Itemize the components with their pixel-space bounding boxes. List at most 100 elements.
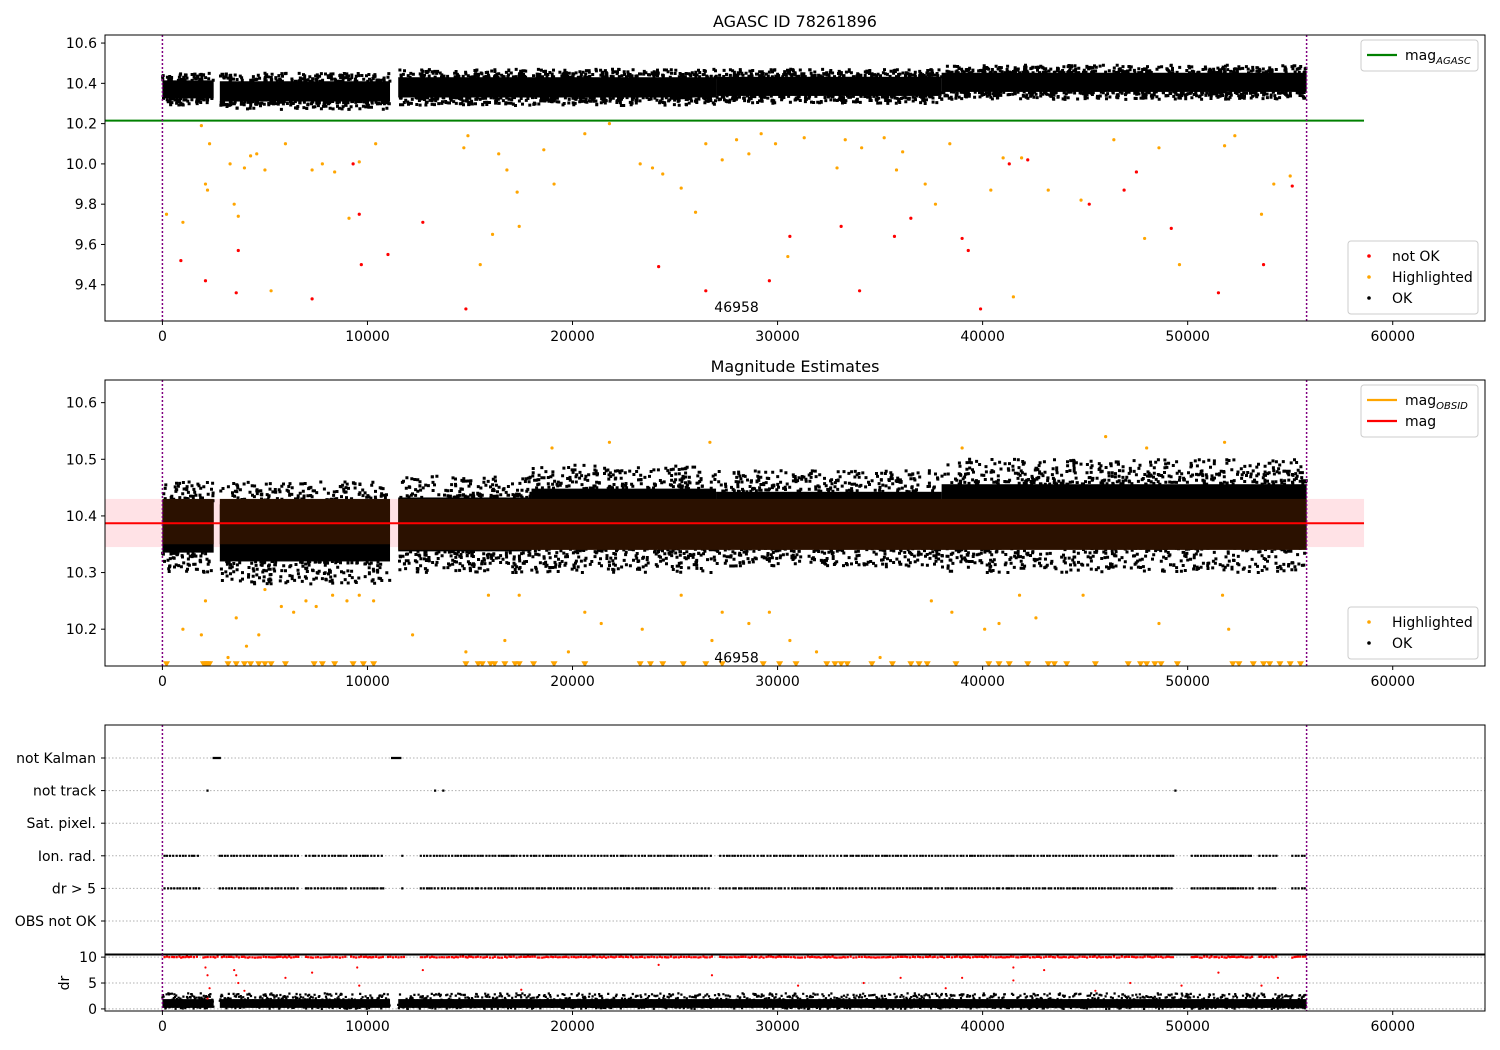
magnitude-xtick-label: 10000 (345, 674, 390, 690)
agasc-highlighted-point (1011, 295, 1015, 299)
agasc-highlighted-point (242, 166, 247, 170)
dr-ok-core (162, 999, 214, 1008)
agasc-highlighted-point (228, 162, 232, 166)
magnitude-legend-label: mag (1405, 414, 1436, 430)
dr-not-ok-point (1276, 976, 1279, 979)
agasc-not-ok-point (960, 236, 964, 241)
agasc-ok-core (398, 77, 717, 98)
dr-not-ok-point (657, 963, 660, 966)
dr-xtick-label: 40000 (960, 1019, 1005, 1035)
magnitude-highlighted-point (550, 446, 554, 450)
agasc-ytick-label: 9.8 (75, 197, 97, 213)
magnitude-highlighted-point (566, 650, 571, 654)
agasc-not-ok-point (788, 234, 792, 239)
magnitude-highlighted-below-range-marker (478, 661, 486, 666)
agasc-highlighted-point (759, 132, 763, 136)
magnitude-highlighted-below-range-marker (224, 661, 232, 666)
magnitude-highlighted-below-range-marker (1044, 661, 1052, 666)
agasc-highlighted-point (505, 168, 509, 172)
magnitude-highlighted-point (1104, 435, 1108, 439)
magnitude-highlighted-below-range-marker (1005, 661, 1013, 666)
magnitude-ok-points (219, 480, 392, 586)
magnitude-highlighted-below-range-marker (718, 661, 726, 666)
magnitude-chart-title: Magnitude Estimates (711, 357, 880, 376)
dr-not-ok-point (1180, 984, 1183, 987)
agasc-not-ok-point (839, 224, 843, 228)
magnitude-legend-label: OK (1392, 636, 1413, 652)
dr-ok-core (398, 999, 1307, 1008)
agasc-highlighted-point (255, 152, 259, 156)
magnitude-highlighted-below-range-marker (831, 661, 839, 666)
agasc-not-ok-point (892, 234, 897, 239)
magnitude-highlighted-point (747, 621, 751, 626)
magnitude-highlighted-point (234, 616, 238, 620)
dr-ytick-label: 5 (88, 976, 97, 992)
magnitude-highlighted-point (814, 650, 819, 654)
magnitude-highlighted-below-range-marker (1137, 661, 1145, 666)
agasc-highlighted-point (357, 160, 361, 164)
dr-not-ok-point (1094, 989, 1097, 992)
magnitude-highlighted-point (788, 638, 792, 643)
agasc-xtick-label: 0 (158, 329, 167, 345)
agasc-highlighted-point (248, 154, 253, 158)
agasc-highlighted-point (347, 216, 351, 220)
dr-ytick-label: 0 (88, 1002, 97, 1018)
agasc-highlighted-point (333, 170, 337, 174)
magnitude-highlighted-below-range-marker (1050, 661, 1058, 666)
magnitude-highlighted-point (929, 599, 933, 603)
agasc-not-ok-point (1134, 170, 1139, 174)
dr-not-ok-point (235, 974, 238, 977)
magnitude-highlighted-below-range-marker (1143, 661, 1151, 666)
agasc-ytick-label: 9.6 (75, 237, 97, 253)
magnitude-ytick-label: 10.4 (66, 509, 97, 525)
magnitude-highlighted-point (517, 593, 521, 597)
magnitude-highlighted-point (345, 599, 349, 603)
magnitude-xtick-label: 20000 (550, 674, 595, 690)
agasc-highlighted-point (882, 136, 886, 140)
agasc-highlighted-point (1001, 156, 1005, 160)
agasc-legend-label: Highlighted (1392, 270, 1473, 286)
agasc-highlighted-point (203, 182, 208, 186)
magnitude-highlighted-point (464, 650, 468, 654)
magnitude-highlighted-point (878, 655, 882, 660)
dr-not-ok-point (243, 989, 246, 992)
magnitude-highlighted-below-range-marker (240, 661, 248, 666)
magnitude-highlighted-point (486, 593, 491, 597)
magnitude-highlighted-below-range-marker (888, 661, 896, 666)
magnitude-xtick-label: 40000 (960, 674, 1005, 690)
agasc-highlighted-point (843, 138, 847, 142)
magnitude-highlighted-below-range-marker (1063, 661, 1071, 666)
magnitude-highlighted-below-range-marker (907, 661, 915, 666)
magnitude-highlighted-point (583, 610, 587, 614)
agasc-ok-core (162, 80, 214, 99)
agasc-highlighted-point (933, 202, 938, 206)
magnitude-legend-dot-swatch (1367, 620, 1371, 624)
magnitude-xtick-label: 0 (158, 674, 167, 690)
magnitude-highlighted-below-range-marker (1124, 661, 1132, 666)
magnitude-legend-bottom-right (1347, 606, 1479, 660)
agasc-ytick-label: 10.6 (66, 36, 97, 52)
agasc-ytick-label: 10.4 (66, 76, 97, 92)
magnitude-highlighted-below-range-marker (1296, 661, 1304, 666)
magnitude-highlighted-below-range-marker (515, 661, 523, 666)
dr-xtick-label: 10000 (345, 1019, 390, 1035)
dr-not-ok-point (284, 976, 287, 979)
dr-not-ok-point (1217, 971, 1220, 974)
magnitude-highlighted-below-range-marker (837, 661, 845, 666)
agasc-not-ok-point (1007, 162, 1011, 166)
magnitude-highlighted-point (181, 627, 185, 631)
dr-xtick-label: 20000 (550, 1019, 595, 1035)
agasc-highlighted-point (679, 186, 683, 190)
agasc-highlighted-point (786, 254, 790, 259)
dr-xtick-label: 50000 (1165, 1019, 1210, 1035)
magnitude-highlighted-point (1081, 593, 1085, 597)
magnitude-highlighted-below-range-marker (501, 661, 509, 666)
agasc-highlighted-point (734, 138, 739, 142)
magnitude-highlighted-below-range-marker (281, 661, 289, 666)
agasc-highlighted-point (650, 166, 655, 170)
flags-row-label: OBS not OK (15, 914, 97, 930)
dr-not-ok-point (206, 997, 209, 1000)
flags-row-label: dr > 5 (52, 881, 96, 897)
agasc-highlighted-point (1272, 182, 1276, 186)
